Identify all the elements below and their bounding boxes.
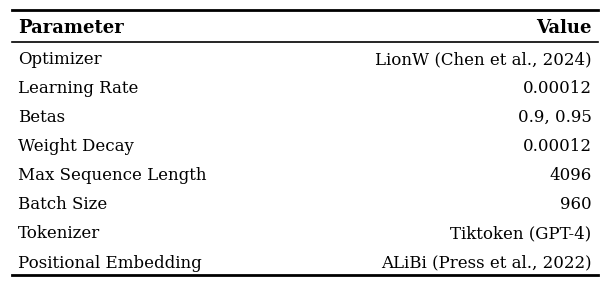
Text: Max Sequence Length: Max Sequence Length [18, 167, 207, 184]
Text: Batch Size: Batch Size [18, 196, 107, 213]
Text: Tiktoken (GPT-4): Tiktoken (GPT-4) [450, 226, 592, 242]
Text: Learning Rate: Learning Rate [18, 80, 138, 97]
Text: 4096: 4096 [550, 167, 592, 184]
Text: 0.9, 0.95: 0.9, 0.95 [518, 109, 592, 126]
Text: Tokenizer: Tokenizer [18, 226, 101, 242]
Text: Betas: Betas [18, 109, 65, 126]
Text: LionW (Chen et al., 2024): LionW (Chen et al., 2024) [375, 51, 592, 68]
Text: Weight Decay: Weight Decay [18, 138, 134, 155]
Text: 960: 960 [560, 196, 592, 213]
Text: Value: Value [536, 19, 592, 36]
Text: 0.00012: 0.00012 [523, 80, 592, 97]
Text: ALiBi (Press et al., 2022): ALiBi (Press et al., 2022) [381, 255, 592, 271]
Text: Positional Embedding: Positional Embedding [18, 255, 202, 271]
Text: Parameter: Parameter [18, 19, 124, 36]
Text: Optimizer: Optimizer [18, 51, 102, 68]
Text: 0.00012: 0.00012 [523, 138, 592, 155]
